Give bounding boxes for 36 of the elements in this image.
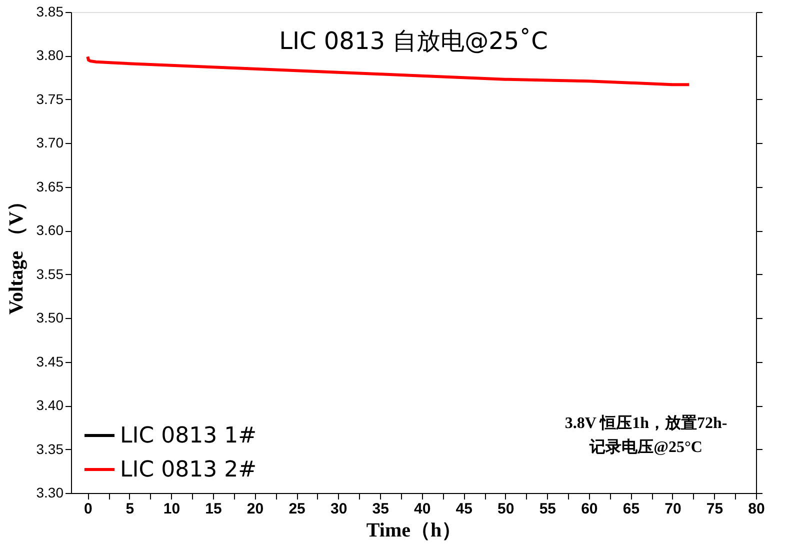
legend-label: LIC 0813 1# <box>120 424 257 448</box>
x-tick-label: 75 <box>706 500 724 518</box>
x-tick-label: 5 <box>126 500 134 518</box>
x-tick-label: 40 <box>414 500 431 518</box>
y-tick-label: 3.60 <box>36 222 64 238</box>
x-tick-label: 60 <box>581 500 598 518</box>
y-tick-label: 3.45 <box>36 353 64 370</box>
annotation: 3.8V 恒压1h，放置72h- 记录电压@25°C <box>564 414 728 456</box>
text: LIC 0813 自放电@25˚C <box>279 27 548 55</box>
x-tick-label: 80 <box>748 500 765 518</box>
x-tick-label: 45 <box>456 500 472 518</box>
x-tick-label: 0 <box>84 500 92 518</box>
x-tick-label: 15 <box>205 500 222 518</box>
x-tick-label: 20 <box>246 500 264 518</box>
x-tick-label: 55 <box>539 500 556 518</box>
x-tick-label: 65 <box>622 500 640 518</box>
y-axis-title: Voltage （V） <box>5 191 28 315</box>
legend-label: LIC 0813 2# <box>120 458 257 482</box>
x-tick-label: 70 <box>664 500 682 518</box>
y-tick-label: 3.35 <box>36 440 64 457</box>
x-tick-label: 10 <box>163 500 180 518</box>
x-tick-label: 50 <box>498 500 514 518</box>
y-tick-label: 3.30 <box>36 484 64 500</box>
x-axis-title: Time（h） <box>366 520 462 542</box>
y-tick-label: 3.75 <box>36 90 64 107</box>
x-tick-label: 35 <box>372 500 389 518</box>
y-tick-label: 3.65 <box>36 178 64 194</box>
y-tick-label: 3.80 <box>36 47 64 64</box>
y-tick-label: 3.85 <box>36 4 64 20</box>
y-tick-label: 3.70 <box>36 134 64 151</box>
y-tick-label: 3.50 <box>36 310 64 326</box>
x-tick-label: 30 <box>330 500 348 518</box>
line-series <box>86 55 691 86</box>
y-tick-label: 3.55 <box>36 266 64 282</box>
y-tick-label: 3.40 <box>36 397 64 414</box>
x-tick-label: 25 <box>288 500 306 518</box>
